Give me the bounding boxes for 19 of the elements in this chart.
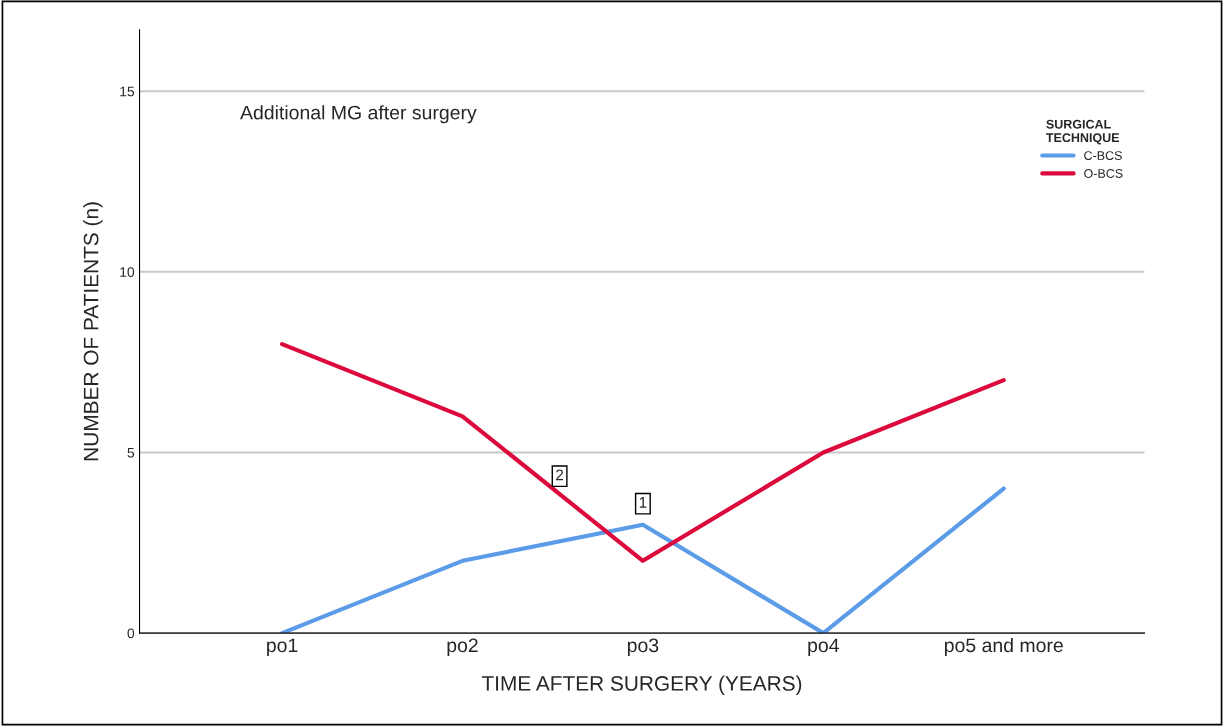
line-series (279, 341, 1006, 563)
y-axis-title: NUMBER OF PATIENTS (n) (83, 202, 103, 461)
x-tick-label: po1 (267, 638, 298, 657)
x-tick-label: po3 (627, 638, 659, 657)
annotation: 1 (639, 497, 647, 508)
annotation: 2 (556, 469, 564, 481)
y-tick-label: 5 (127, 447, 135, 458)
y-tick-label: 10 (120, 267, 135, 277)
y-tick-label: 0 (127, 628, 135, 639)
legend-label: C-BCS (1084, 151, 1122, 160)
line-series (279, 486, 1006, 634)
annotation: Additional MG after surgery (240, 105, 477, 124)
x-tick-label: po4 (808, 638, 839, 657)
y-tick-label: 15 (120, 86, 135, 97)
x-axis-title: TIME AFTER SURGERY (YEARS) (481, 675, 802, 695)
x-tick-label: po5 and more (944, 637, 1063, 657)
legend-title: SURGICAL TECHNIQUE (1046, 119, 1120, 145)
legend-label: O-BCS (1084, 169, 1123, 178)
x-tick-label: po2 (447, 638, 478, 657)
